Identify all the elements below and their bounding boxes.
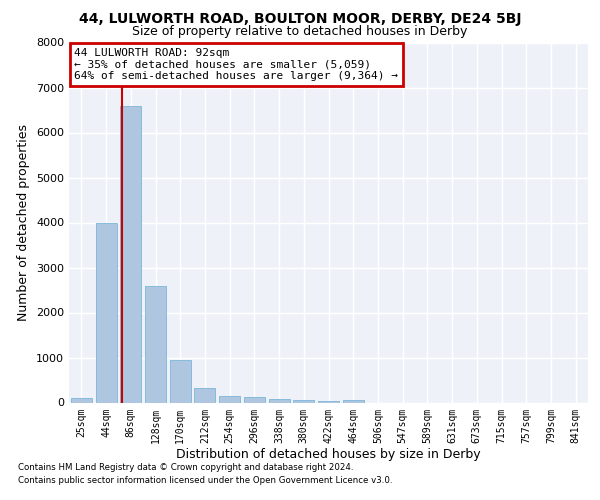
Bar	[293, 400, 314, 402]
X-axis label: Distribution of detached houses by size in Derby: Distribution of detached houses by size …	[176, 448, 481, 461]
Bar	[71, 398, 92, 402]
Y-axis label: Number of detached properties: Number of detached properties	[17, 124, 31, 321]
Bar	[219, 396, 240, 402]
Text: Contains public sector information licensed under the Open Government Licence v3: Contains public sector information licen…	[18, 476, 392, 485]
Bar	[343, 400, 364, 402]
Bar	[120, 106, 141, 403]
Text: Contains HM Land Registry data © Crown copyright and database right 2024.: Contains HM Land Registry data © Crown c…	[18, 462, 353, 471]
Text: 44 LULWORTH ROAD: 92sqm
← 35% of detached houses are smaller (5,059)
64% of semi: 44 LULWORTH ROAD: 92sqm ← 35% of detache…	[74, 48, 398, 81]
Bar	[318, 401, 339, 402]
Text: 44, LULWORTH ROAD, BOULTON MOOR, DERBY, DE24 5BJ: 44, LULWORTH ROAD, BOULTON MOOR, DERBY, …	[79, 12, 521, 26]
Bar	[145, 286, 166, 403]
Bar	[95, 222, 116, 402]
Text: Size of property relative to detached houses in Derby: Size of property relative to detached ho…	[133, 25, 467, 38]
Bar	[194, 388, 215, 402]
Bar	[170, 360, 191, 403]
Bar	[269, 399, 290, 402]
Bar	[244, 396, 265, 402]
